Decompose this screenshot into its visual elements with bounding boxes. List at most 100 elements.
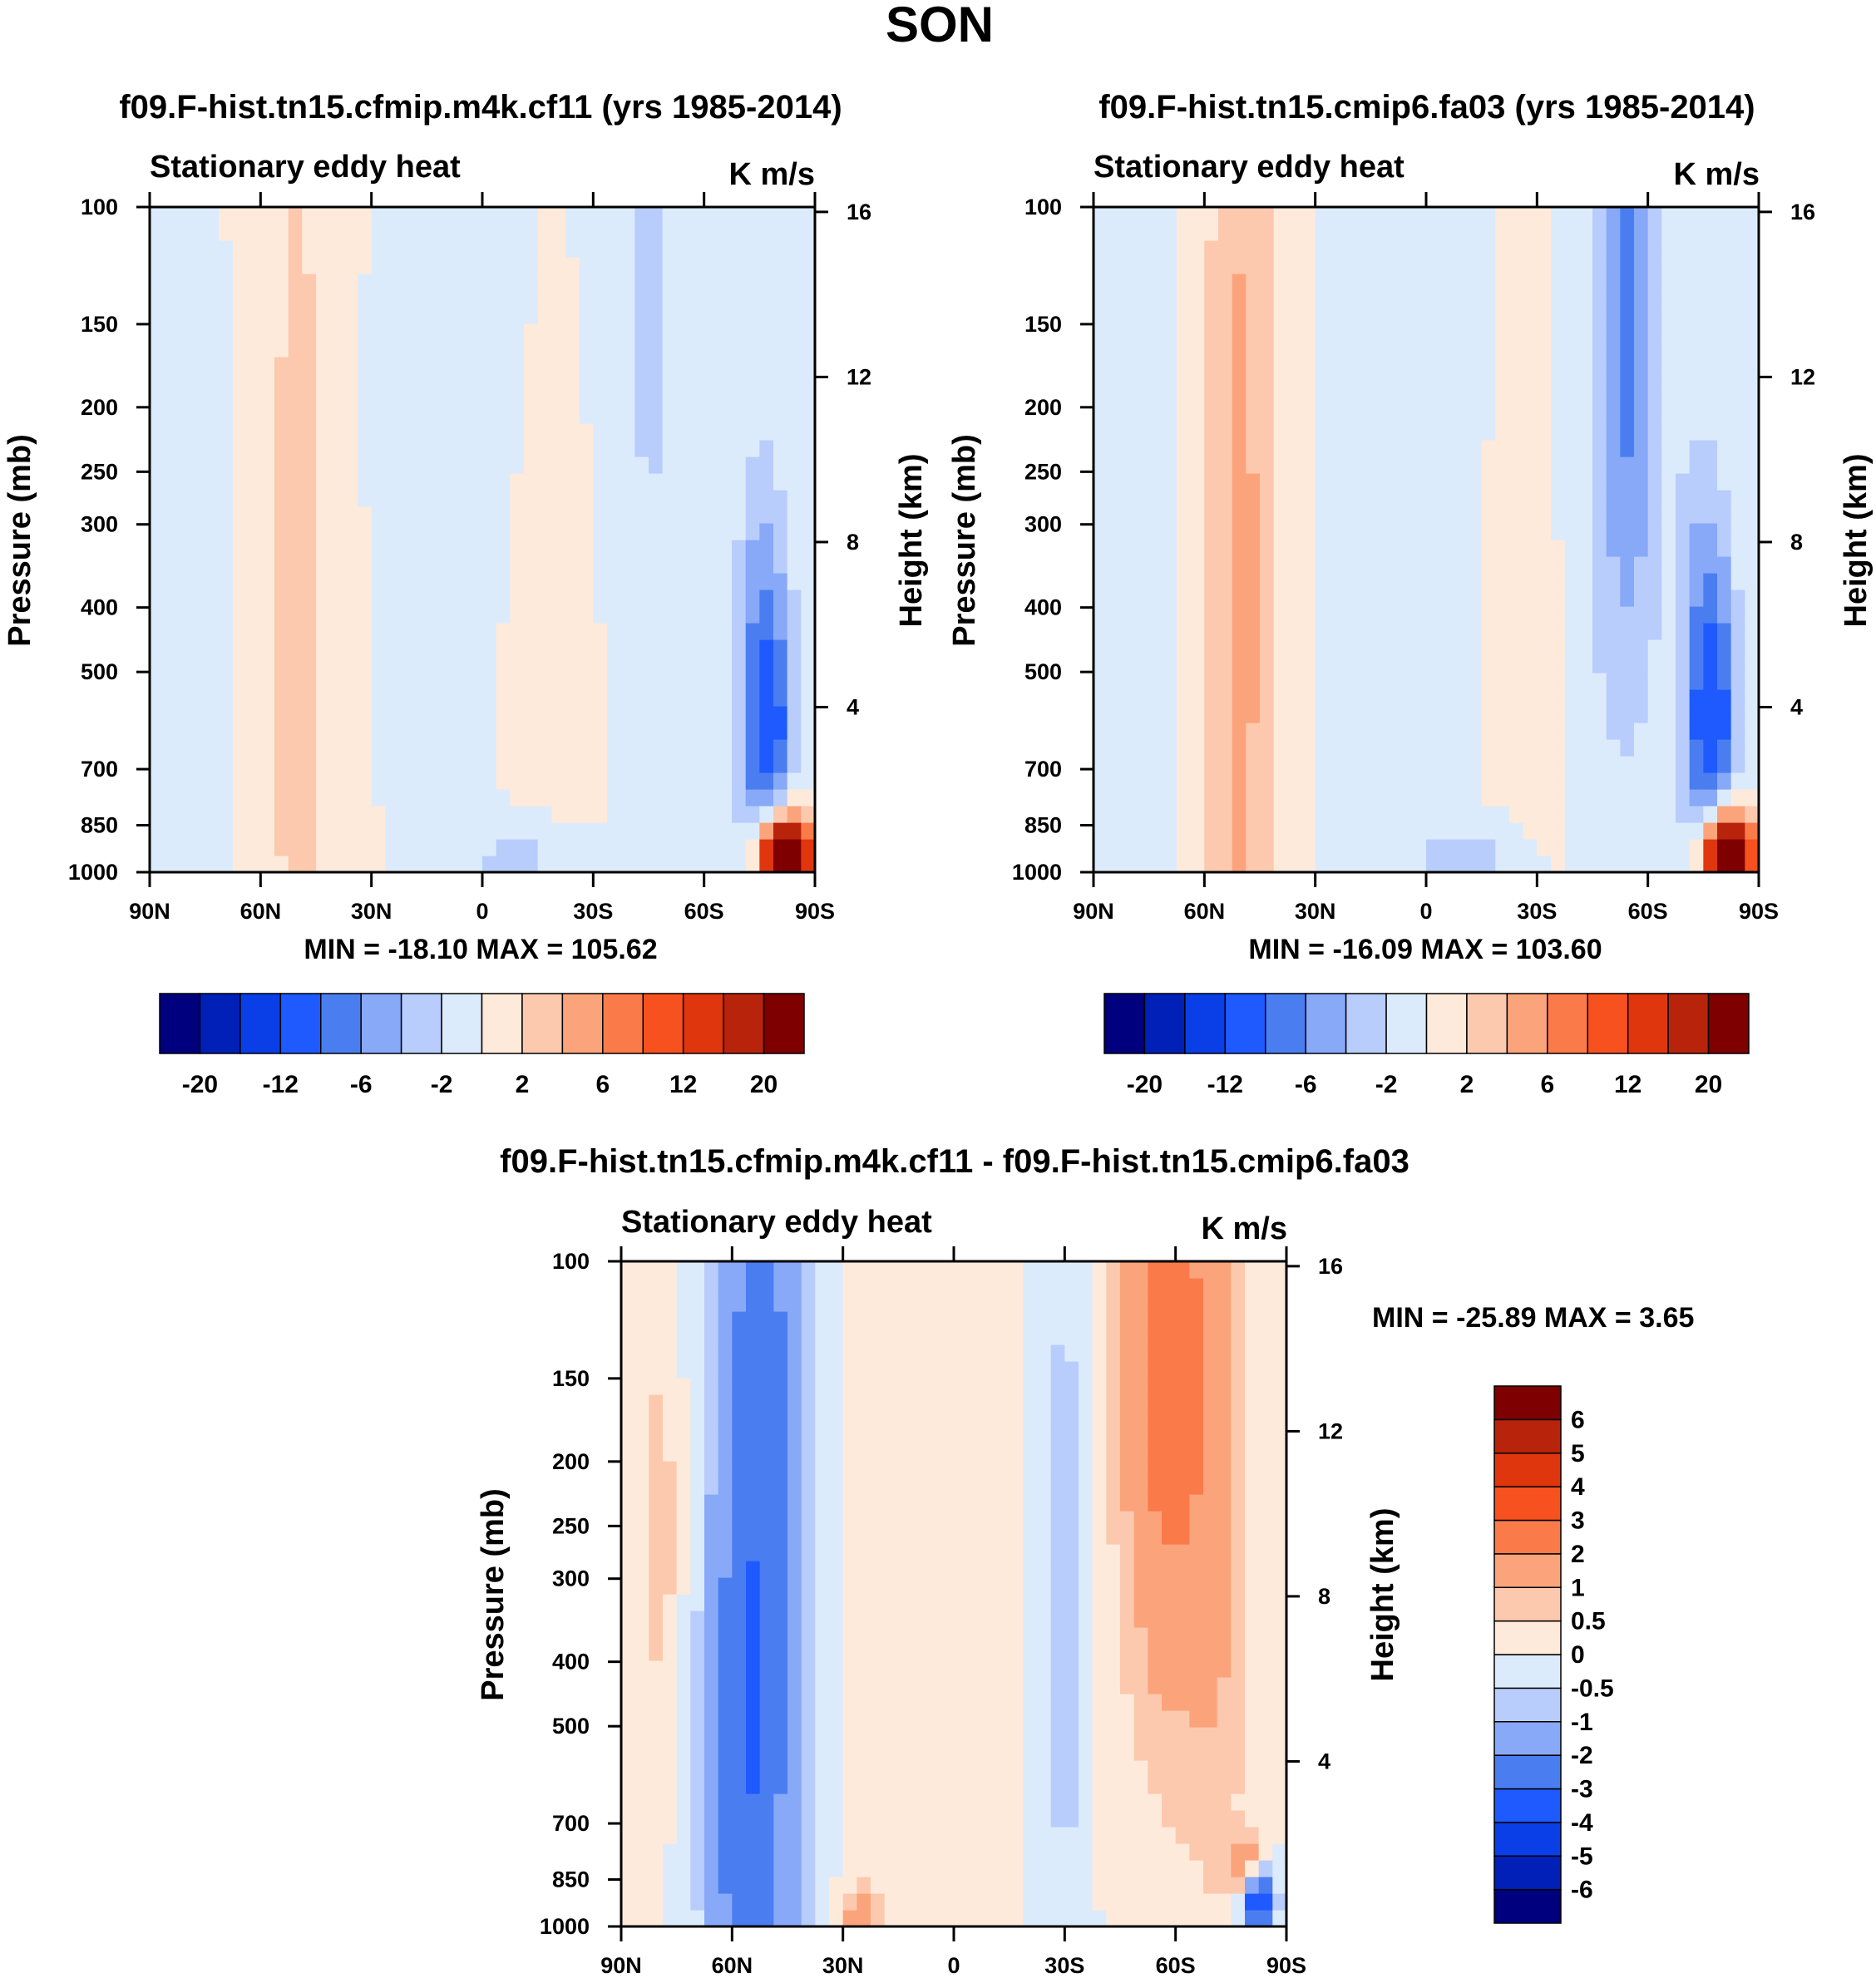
field-cell	[1315, 623, 1330, 640]
field-cell	[704, 1361, 719, 1379]
field-cell	[288, 340, 303, 358]
field-cell	[649, 1594, 664, 1611]
field-cell	[649, 490, 664, 507]
field-cell	[358, 806, 373, 823]
field-cell	[1592, 689, 1607, 707]
field-cell	[690, 556, 705, 574]
field-cell	[1232, 323, 1247, 341]
field-cell	[676, 1461, 691, 1478]
field-cell	[1509, 440, 1524, 457]
field-cell	[773, 423, 788, 441]
field-cell	[773, 1893, 788, 1911]
field-cell	[1356, 390, 1371, 407]
field-cell	[1218, 423, 1233, 441]
field-cell	[773, 1910, 788, 1927]
field-cell	[551, 540, 566, 557]
field-cell	[1676, 340, 1691, 358]
field-cell	[343, 323, 358, 341]
field-cell	[842, 1827, 857, 1844]
field-cell	[510, 856, 525, 873]
field-cell	[1385, 257, 1400, 274]
field-cell	[510, 639, 525, 657]
pressure-tick-label: 200	[81, 395, 118, 420]
field-cell	[163, 307, 178, 324]
field-cell	[482, 473, 497, 491]
field-cell	[205, 473, 220, 491]
field-cell	[1148, 423, 1163, 441]
field-cell	[274, 307, 289, 324]
field-cell	[940, 1295, 955, 1312]
field-cell	[649, 224, 664, 241]
field-cell	[191, 673, 206, 690]
field-cell	[1426, 739, 1441, 757]
field-cell	[233, 423, 248, 441]
field-cell	[441, 423, 456, 441]
field-cell	[1094, 207, 1108, 224]
field-cell	[857, 1411, 871, 1428]
field-cell	[1703, 623, 1718, 640]
field-cell	[1148, 407, 1163, 424]
field-cell	[634, 440, 649, 457]
field-cell	[829, 1677, 844, 1694]
field-cell	[260, 706, 275, 723]
field-cell	[690, 323, 705, 341]
field-cell	[412, 573, 427, 590]
field-cell	[1537, 490, 1552, 507]
panel-1-title: f09.F-hist.tn15.cfmip.m4k.cf11 (yrs 1985…	[119, 89, 842, 126]
field-cell	[1329, 856, 1344, 873]
field-cell	[1606, 257, 1621, 274]
field-cell	[1190, 822, 1205, 840]
field-cell	[343, 456, 358, 474]
field-cell	[1273, 673, 1288, 690]
field-cell	[1578, 257, 1593, 274]
field-cell	[316, 224, 331, 241]
field-cell	[884, 1611, 899, 1628]
field-cell	[634, 789, 649, 807]
field-cell	[690, 1428, 705, 1445]
field-cell	[759, 1893, 774, 1911]
field-cell	[537, 839, 552, 856]
field-cell	[412, 207, 427, 224]
field-cell	[718, 822, 733, 840]
field-cell	[441, 756, 456, 773]
field-cell	[316, 789, 331, 807]
field-cell	[1703, 423, 1718, 441]
field-cell	[649, 1361, 664, 1379]
field-cell	[787, 1527, 802, 1545]
field-cell	[177, 456, 192, 474]
field-cell	[912, 1461, 927, 1478]
field-cell	[676, 656, 691, 673]
field-cell	[1107, 739, 1122, 757]
field-cell	[246, 224, 261, 241]
field-cell	[1454, 224, 1469, 241]
field-cell	[1606, 473, 1621, 491]
field-cell	[649, 856, 664, 873]
field-cell	[1370, 473, 1385, 491]
field-cell	[1343, 340, 1358, 358]
field-cell	[579, 357, 594, 374]
field-cell	[1745, 456, 1760, 474]
field-cell	[1315, 756, 1330, 773]
field-cell	[759, 1344, 774, 1362]
field-cell	[718, 224, 733, 241]
field-cell	[621, 1561, 636, 1578]
field-cell	[1218, 739, 1233, 757]
field-cell	[663, 1328, 678, 1345]
field-cell	[1177, 506, 1192, 524]
field-cell	[676, 589, 691, 607]
field-cell	[1398, 673, 1413, 690]
field-cell	[1606, 856, 1621, 873]
field-cell	[634, 1677, 649, 1694]
field-cell	[1717, 240, 1732, 258]
field-cell	[343, 407, 358, 424]
field-cell	[759, 1577, 774, 1595]
field-cell	[260, 573, 275, 590]
field-cell	[205, 723, 220, 740]
field-cell	[607, 440, 622, 457]
field-cell	[1564, 506, 1579, 524]
field-cell	[801, 739, 816, 757]
field-cell	[620, 407, 635, 424]
field-cell	[1676, 207, 1691, 224]
field-cell	[801, 606, 816, 624]
field-cell	[871, 1544, 886, 1561]
